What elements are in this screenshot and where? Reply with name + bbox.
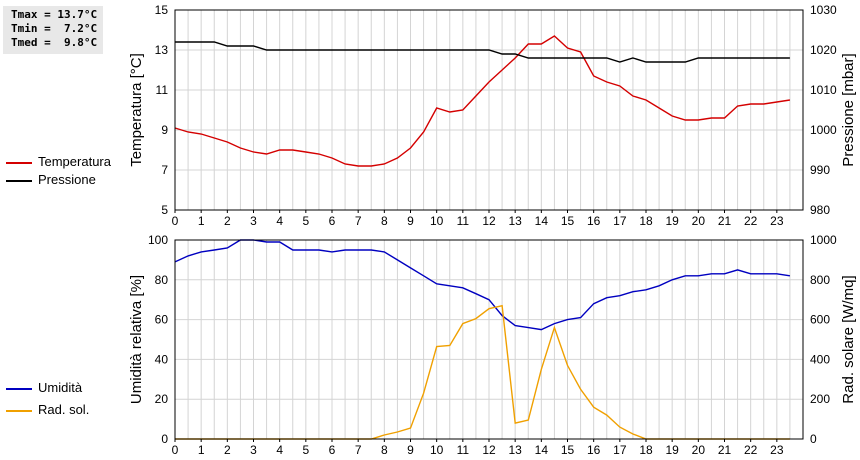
- y-right-tick-label: 0: [810, 432, 817, 446]
- legend-pressione-swatch: [6, 179, 32, 182]
- stats-line-tmax: Tmax = 13.7°C: [11, 8, 98, 21]
- x-tick-label: 22: [744, 214, 758, 228]
- series-line-temperatura: [174, 35, 791, 167]
- x-tick-label: 0: [172, 214, 179, 228]
- y-left-tick-label: 11: [156, 83, 169, 97]
- y-left-tick-label: 80: [155, 273, 169, 287]
- x-tick-label: 10: [430, 443, 444, 457]
- x-tick-label: 5: [302, 214, 309, 228]
- x-tick-label: 4: [276, 443, 283, 457]
- stats-line-tmin: Tmin = 7.2°C: [11, 22, 98, 35]
- y-left-tick-label: 13: [155, 43, 169, 57]
- y-right-tick-label: 990: [810, 163, 830, 177]
- y-left-tick-label: 100: [148, 233, 168, 247]
- x-tick-label: 8: [381, 214, 388, 228]
- y-right-tick-label: 1020: [810, 43, 837, 57]
- x-tick-label: 0: [172, 443, 179, 457]
- series-line-rad-sol-: [175, 304, 790, 440]
- x-tick-label: 13: [508, 214, 522, 228]
- x-tick-label: 13: [508, 443, 522, 457]
- x-tick-label: 21: [718, 443, 732, 457]
- series-line-umidit-: [174, 239, 791, 331]
- y-right-tick-label: 400: [810, 352, 830, 366]
- x-tick-label: 11: [457, 214, 470, 228]
- x-tick-label: 20: [692, 214, 706, 228]
- x-tick-label: 15: [561, 443, 575, 457]
- x-tick-label: 2: [224, 443, 231, 457]
- x-tick-label: 14: [535, 443, 549, 457]
- y-right-axis-title: Rad. solare [W/mq]: [840, 275, 857, 403]
- x-tick-label: 16: [587, 443, 601, 457]
- x-tick-label: 6: [329, 214, 336, 228]
- x-tick-label: 6: [329, 443, 336, 457]
- x-tick-label: 19: [665, 443, 679, 457]
- x-tick-label: 18: [639, 443, 653, 457]
- x-tick-label: 5: [302, 443, 309, 457]
- y-left-axis-title: Temperatura [°C]: [128, 53, 145, 167]
- x-tick-label: 21: [718, 214, 732, 228]
- x-tick-label: 1: [198, 214, 205, 228]
- y-left-tick-label: 60: [155, 313, 169, 327]
- x-tick-label: 12: [482, 214, 496, 228]
- legend-umidita-swatch: [6, 387, 32, 390]
- y-left-tick-label: 7: [161, 163, 168, 177]
- x-tick-label: 3: [250, 443, 257, 457]
- x-tick-label: 15: [561, 214, 575, 228]
- x-tick-label: 19: [665, 214, 679, 228]
- y-left-tick-label: 9: [161, 123, 168, 137]
- x-tick-label: 2: [224, 214, 231, 228]
- x-tick-label: 20: [692, 443, 706, 457]
- y-left-tick-label: 0: [161, 432, 168, 446]
- x-tick-label: 12: [482, 443, 496, 457]
- legend-radsol: Rad. sol.: [6, 402, 89, 417]
- stats-box: Tmax = 13.7°C Tmin = 7.2°C Tmed = 9.8°C: [3, 6, 103, 54]
- y-right-tick-label: 1030: [810, 3, 837, 17]
- x-tick-label: 11: [457, 443, 470, 457]
- x-tick-label: 7: [355, 443, 362, 457]
- legend-temperatura-swatch: [6, 161, 32, 164]
- y-right-tick-label: 1000: [810, 123, 837, 137]
- x-tick-label: 9: [407, 214, 414, 228]
- x-tick-label: 10: [430, 214, 444, 228]
- x-tick-label: 1: [198, 443, 205, 457]
- stats-line-tmed: Tmed = 9.8°C: [11, 36, 98, 49]
- x-tick-label: 22: [744, 443, 758, 457]
- x-tick-label: 14: [535, 214, 549, 228]
- y-left-axis-title: Umidità relativa [%]: [128, 275, 145, 404]
- y-left-tick-label: 15: [155, 3, 169, 17]
- y-right-tick-label: 600: [810, 313, 830, 327]
- legend-pressione-label: Pressione: [38, 172, 96, 187]
- y-left-tick-label: 40: [155, 352, 169, 366]
- x-tick-label: 7: [355, 214, 362, 228]
- legend-radsol-swatch: [6, 409, 32, 412]
- x-tick-label: 23: [770, 443, 784, 457]
- y-left-tick-label: 20: [155, 392, 169, 406]
- x-tick-label: 4: [276, 214, 283, 228]
- y-right-tick-label: 800: [810, 273, 830, 287]
- x-tick-label: 3: [250, 214, 257, 228]
- y-left-tick-label: 5: [161, 203, 168, 217]
- x-tick-label: 16: [587, 214, 601, 228]
- y-right-tick-label: 1010: [810, 83, 837, 97]
- x-tick-label: 17: [613, 443, 627, 457]
- x-tick-label: 17: [613, 214, 627, 228]
- y-right-tick-label: 1000: [810, 233, 837, 247]
- legend-umidita: Umidità: [6, 380, 82, 395]
- legend-umidita-label: Umidità: [38, 380, 83, 395]
- x-tick-label: 18: [639, 214, 653, 228]
- y-right-axis-title: Pressione [mbar]: [840, 53, 857, 166]
- legend-temperatura-label: Temperatura: [38, 154, 111, 169]
- legend-temperatura: Temperatura: [6, 154, 111, 169]
- x-tick-label: 23: [770, 214, 784, 228]
- legend-radsol-label: Rad. sol.: [38, 402, 90, 417]
- x-tick-label: 8: [381, 443, 388, 457]
- y-right-tick-label: 980: [810, 203, 830, 217]
- series-line-pressione: [175, 41, 790, 63]
- x-tick-label: 9: [407, 443, 414, 457]
- legend-pressione: Pressione: [6, 172, 96, 187]
- y-right-tick-label: 200: [810, 392, 830, 406]
